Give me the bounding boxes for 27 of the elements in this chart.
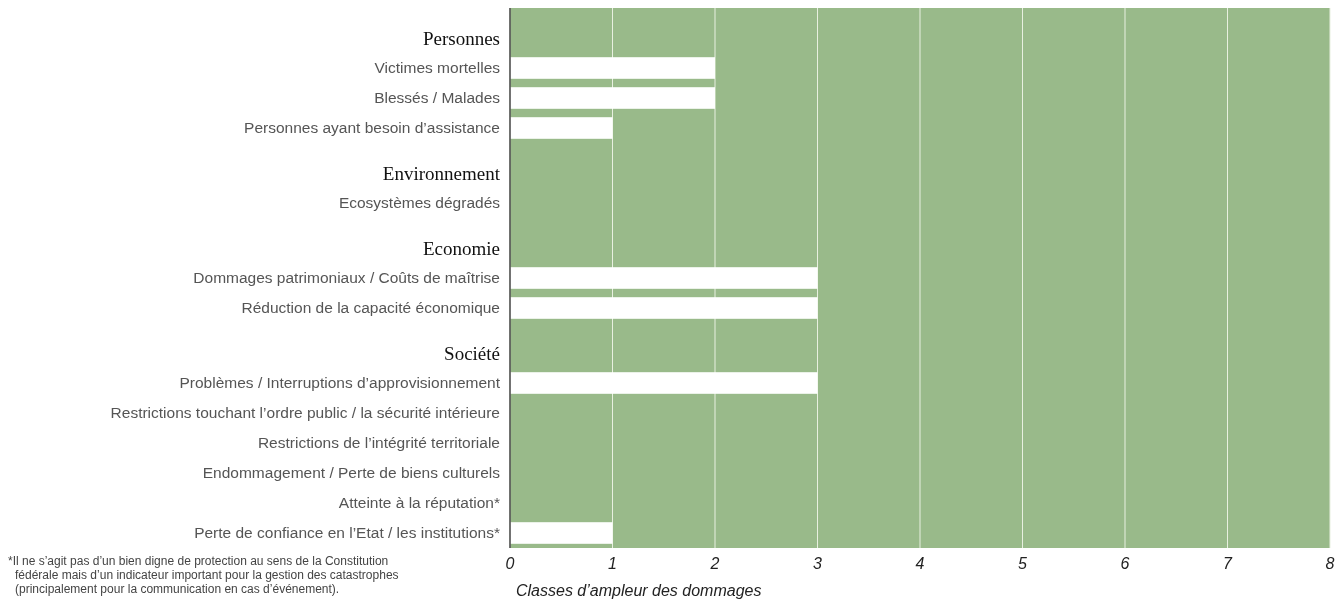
x-tick-label: 8 [1325, 555, 1335, 572]
y-tick-label: Victimes mortelles [374, 59, 501, 77]
x-tick-label: 2 [709, 555, 720, 572]
x-axis-title: Classes d’ampleur des dommages [516, 582, 762, 599]
y-tick-label: Réduction de la capacité économique [241, 299, 500, 317]
text: *Il ne s’agit pas d’un bien digne de protection au sens de la Constitution fédérale mais d’un indicateur important pour la gestion des catastrophes (principalement pour la communication en cas d’événement). [8, 554, 399, 596]
y-tick-label: Restrictions touchant l’ordre public / la sécurité intérieure [110, 404, 500, 422]
x-tick-label: 4 [915, 555, 925, 572]
y-tick-label: Société [444, 342, 500, 364]
y-tick-label: Personnes [422, 27, 500, 49]
y-tick-label: Restrictions de l’intégrité territoriale [257, 434, 500, 452]
x-tick-label: 3 [813, 555, 823, 572]
x-tick-label: 7 [1223, 555, 1234, 572]
x-tick-label: 1 [608, 555, 617, 572]
y-tick-label: Ecosystèmes dégradés [338, 194, 501, 212]
y-tick-label: Personnes ayant besoin d’assistance [244, 119, 500, 137]
y-tick-label: Blessés / Malades [374, 89, 501, 107]
y-tick-label: Dommages patrimoniaux / Coûts de maîtrise [193, 269, 500, 287]
y-tick-label: Environnement [382, 162, 501, 184]
y-tick-label: Endommagement / Perte de biens culturels [202, 464, 501, 482]
x-tick-label: 5 [1018, 555, 1028, 572]
y-tick-label: Problèmes / Interruptions d’approvisionnement [179, 374, 501, 392]
y-tick-label: Atteinte à la réputation* [338, 494, 500, 512]
x-tick-label: 6 [1120, 555, 1130, 572]
x-tick-label: 0 [505, 555, 515, 572]
y-tick-label: Economie [422, 237, 500, 259]
y-tick-label: Perte de confiance en l’Etat / les institutions* [194, 524, 500, 542]
